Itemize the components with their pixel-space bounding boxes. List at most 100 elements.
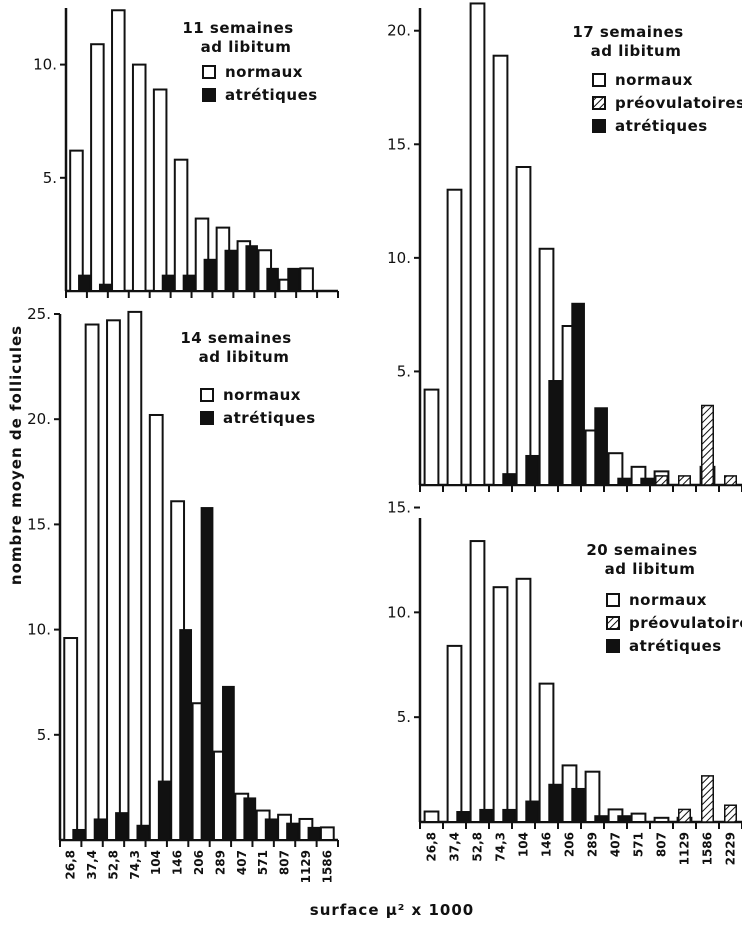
bar-atretiques	[264, 818, 278, 841]
legend-swatch-normaux	[200, 388, 214, 402]
bar-preovulatoires	[678, 808, 691, 823]
y-tick-label: 20.	[27, 410, 51, 428]
x-tick-label: 2229	[724, 832, 738, 865]
chart-title-line2: ad libitum	[605, 560, 696, 578]
x-tick-label: 1586	[320, 850, 334, 883]
bar-atretiques	[224, 249, 238, 292]
x-tick-label: 104	[149, 850, 163, 875]
legend-swatch-atretiques	[200, 411, 214, 425]
bar-atretiques	[203, 258, 217, 292]
legend-swatch-atretiques	[606, 639, 620, 653]
x-tick-label: 407	[235, 850, 249, 875]
y-tick-label: 5.	[43, 169, 57, 187]
bar-normaux	[492, 586, 509, 824]
bar-atretiques	[525, 800, 539, 823]
bar-normaux	[111, 9, 126, 292]
x-tick-label: 1129	[678, 832, 692, 865]
y-tick-label: 10.	[27, 621, 51, 639]
x-tick-label: 1586	[701, 832, 715, 865]
bar-atretiques	[594, 815, 608, 823]
bar-preovulatoires	[724, 804, 737, 823]
bar-atretiques	[307, 826, 321, 841]
legend-label-preovulatoires: préovulatoires	[629, 614, 742, 632]
chart-title-line1: 20 semaines	[586, 541, 697, 559]
x-tick-label: 571	[632, 832, 646, 857]
x-tick-label: 74,3	[128, 850, 142, 880]
bar-preovulatoires	[678, 475, 691, 486]
legend-swatch-atretiques	[592, 119, 606, 133]
bar-normaux	[469, 540, 486, 823]
bar-atretiques	[179, 629, 193, 841]
bar-atretiques	[548, 380, 562, 486]
y-tick-label: 5.	[37, 726, 51, 744]
x-tick-label: 26,8	[64, 850, 78, 880]
chart-title-line1: 11 semaines	[182, 19, 293, 37]
legend-swatch-normaux	[592, 73, 606, 87]
bar-atretiques	[93, 818, 107, 841]
bar-atretiques	[266, 267, 279, 292]
bar-atretiques	[182, 274, 196, 292]
bar-normaux	[446, 188, 463, 486]
bar-normaux	[492, 54, 509, 486]
x-tick-label: 52,8	[106, 850, 120, 880]
chart-title-line1: 14 semaines	[180, 329, 291, 347]
bar-normaux	[469, 2, 486, 486]
legend-label-atretiques: atrétiques	[225, 86, 318, 104]
x-tick-label: 571	[256, 850, 270, 875]
bar-normaux	[84, 323, 100, 841]
bar-atretiques	[525, 454, 539, 486]
bar-atretiques	[617, 477, 631, 486]
bar-normaux	[653, 816, 670, 823]
x-tick-label: 206	[563, 832, 577, 857]
bar-atretiques	[243, 797, 257, 841]
y-tick-label: 15.	[387, 135, 411, 153]
bar-atretiques	[157, 780, 171, 841]
bar-normaux	[90, 43, 105, 292]
y-tick-label: 10.	[387, 603, 411, 621]
bar-normaux	[148, 413, 164, 841]
legend-label-normaux: normaux	[223, 386, 301, 404]
bar-atretiques	[594, 407, 608, 486]
y-axis-label: nombre moyen de follicules	[7, 325, 25, 585]
legend-swatch-preovulatoires	[606, 616, 620, 630]
bar-normaux	[446, 644, 463, 823]
bar-normaux	[299, 267, 314, 292]
chart-title-line2: ad libitum	[591, 42, 682, 60]
legend-label-normaux: normaux	[615, 71, 693, 89]
bar-atretiques	[456, 811, 470, 823]
chart-title-line2: ad libitum	[199, 348, 290, 366]
bar-normaux	[63, 637, 79, 841]
legend-label-atretiques: atrétiques	[615, 117, 708, 135]
bar-atretiques	[286, 822, 299, 841]
x-tick-label: 37,4	[448, 832, 462, 862]
bar-preovulatoires	[655, 475, 668, 486]
y-tick-label: 10.	[387, 249, 411, 267]
bar-normaux	[515, 166, 532, 486]
x-tick-label: 807	[278, 850, 292, 875]
bar-normaux	[127, 310, 143, 841]
x-tick-label: 807	[655, 832, 669, 857]
bar-normaux	[106, 319, 121, 841]
x-tick-label: 26,8	[425, 832, 439, 862]
y-tick-label: 15.	[27, 515, 51, 533]
x-tick-label: 407	[609, 832, 623, 857]
x-tick-label: 37,4	[85, 850, 99, 880]
bar-atretiques	[136, 824, 150, 841]
bar-atretiques	[72, 828, 86, 841]
bar-normaux	[319, 826, 335, 841]
bar-preovulatoires	[701, 404, 714, 486]
bar-atretiques	[200, 507, 214, 841]
x-tick-label: 146	[540, 832, 554, 857]
bar-atretiques	[571, 302, 585, 486]
bar-normaux	[630, 812, 647, 823]
bar-atretiques	[640, 477, 654, 486]
y-tick-label: 25.	[27, 305, 51, 323]
bar-preovulatoires	[724, 475, 737, 486]
bar-normaux	[173, 158, 189, 292]
legend-label-atretiques: atrétiques	[629, 637, 722, 655]
y-tick-label: 20.	[387, 22, 411, 40]
bar-normaux	[584, 770, 601, 823]
